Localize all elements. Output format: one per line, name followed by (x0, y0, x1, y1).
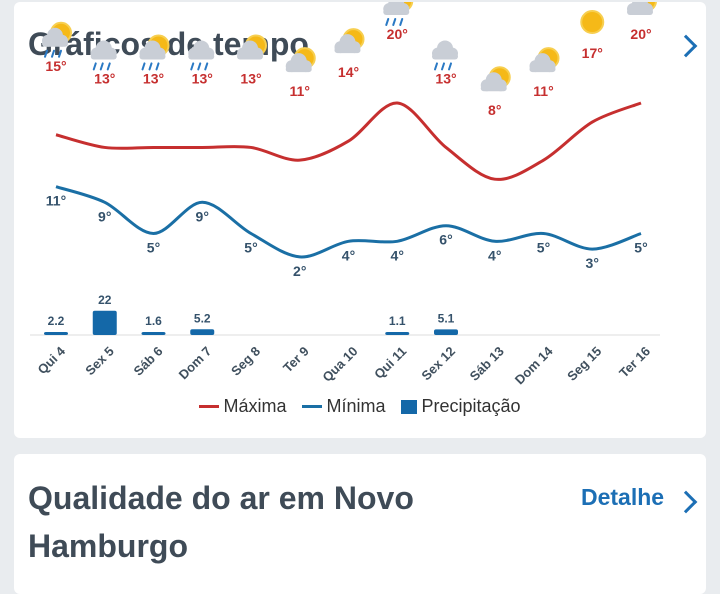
rain-icon (197, 62, 202, 71)
max-temp-label: 11° (290, 83, 310, 99)
detail-link[interactable]: Detalhe (581, 484, 665, 510)
cloud-icon (285, 53, 312, 73)
precip-bar (190, 329, 215, 335)
cloud-icon (42, 27, 68, 47)
min-temp-label: 4° (488, 247, 501, 263)
max-temp-label: 13° (240, 70, 261, 86)
day-tick-label: Dom 7 (176, 344, 215, 383)
min-temp-label: 3° (586, 255, 599, 271)
air-quality-card: Qualidade do ar em Novo Hamburgo Detalhe (14, 454, 706, 594)
cloud-icon (432, 40, 458, 60)
precip-label: 2.2 (48, 314, 65, 328)
max-temp-label: 13° (94, 70, 115, 86)
max-temp-label: 20° (387, 26, 408, 42)
min-temp-label: 4° (391, 247, 404, 263)
min-temp-label: 5° (634, 240, 647, 256)
sun-icon (580, 10, 605, 35)
rain-icon (441, 62, 445, 71)
max-temp-label: 13° (143, 70, 164, 86)
precip-bar (385, 332, 410, 335)
cloud-icon (480, 72, 507, 92)
rain-icon (434, 62, 438, 71)
weather-chart: 15° 11° 2.2 Qui 4 13° 9° 22 Sex 5 13° 5° 1.6 Sáb 6 1… (30, 2, 660, 387)
chevron-right-icon[interactable] (674, 490, 698, 514)
rain-icon (204, 62, 209, 71)
min-temp-label: 5° (147, 240, 160, 256)
rain-icon (99, 62, 104, 71)
min-temp-label: 9° (196, 208, 209, 224)
rain-icon (106, 62, 111, 71)
cloud-icon (237, 40, 263, 60)
rain-icon (141, 62, 146, 71)
precip-bar (434, 329, 458, 335)
max-temp-label: 8° (488, 102, 501, 118)
legend-min-label: Mínima (326, 396, 386, 416)
rain-icon (385, 18, 390, 26)
rain-icon (190, 62, 195, 71)
cloud-icon (188, 40, 215, 60)
rain-icon (44, 49, 48, 58)
rain-icon (392, 18, 397, 26)
day-tick-label: Sáb 6 (130, 344, 165, 379)
rain-icon (58, 49, 62, 58)
cloud-icon (529, 53, 556, 73)
max-temp-label: 15° (45, 58, 66, 74)
legend-min-swatch (302, 405, 323, 408)
rain-icon (51, 49, 55, 58)
min-temp-label: 6° (439, 232, 452, 248)
rain-icon (448, 62, 452, 71)
rain-icon (148, 62, 153, 71)
series-line-minima (55, 185, 642, 259)
rain-icon (155, 62, 160, 71)
series-line-maxima (55, 101, 642, 181)
day-tick-label: Sex 12 (418, 344, 458, 384)
legend-precip-label: Precipitação (421, 396, 521, 416)
precip-bar (141, 332, 166, 335)
day-tick-label: Sáb 13 (467, 344, 507, 384)
precip-label: 5.1 (438, 311, 455, 325)
chart-legend: Máxima Mínima Precipitação (14, 396, 706, 417)
precip-label: 1.1 (389, 314, 406, 328)
legend-min: Mínima (302, 396, 385, 417)
legend-max: Máxima (199, 396, 286, 417)
cloud-icon (90, 40, 117, 60)
max-temp-label: 14° (338, 64, 359, 80)
day-tick-label: Sex 5 (82, 344, 117, 379)
min-temp-label: 4° (342, 247, 355, 263)
legend-max-swatch (199, 405, 220, 408)
precip-label: 22 (98, 293, 112, 307)
max-temp-label: 20° (630, 26, 651, 42)
min-temp-label: 9° (98, 208, 111, 224)
rain-icon (92, 62, 97, 71)
max-temp-label: 17° (582, 45, 603, 61)
max-temp-label: 13° (192, 70, 213, 86)
rain-icon (399, 18, 404, 26)
legend-max-label: Máxima (223, 396, 287, 416)
min-temp-label: 5° (244, 240, 257, 256)
min-temp-label: 2° (293, 263, 306, 279)
legend-precip-swatch (401, 399, 418, 414)
cloud-icon (383, 2, 410, 15)
max-temp-label: 11° (533, 83, 553, 99)
max-temp-label: 13° (435, 70, 456, 86)
cloud-icon (139, 40, 166, 60)
day-tick-label: Qui 4 (35, 343, 69, 377)
day-tick-label: Dom 14 (512, 343, 556, 387)
legend-precip: Precipitação (401, 396, 521, 417)
precip-bar (44, 332, 68, 335)
precip-label: 1.6 (145, 314, 162, 328)
day-tick-label: Qua 10 (319, 344, 360, 385)
cloud-icon (334, 34, 361, 54)
day-tick-label: Seg 8 (228, 344, 263, 379)
cloud-icon (627, 2, 653, 15)
day-tick-label: Ter 9 (280, 344, 312, 376)
precip-label: 5.2 (194, 311, 211, 325)
air-quality-title: Qualidade do ar em Novo Hamburgo (28, 480, 414, 564)
day-tick-label: Seg 15 (564, 344, 604, 384)
day-tick-label: Ter 16 (616, 344, 653, 381)
day-tick-label: Qui 11 (371, 344, 409, 382)
min-temp-label: 5° (537, 240, 550, 256)
min-temp-label: 11° (46, 193, 66, 209)
precip-bar (92, 310, 117, 335)
